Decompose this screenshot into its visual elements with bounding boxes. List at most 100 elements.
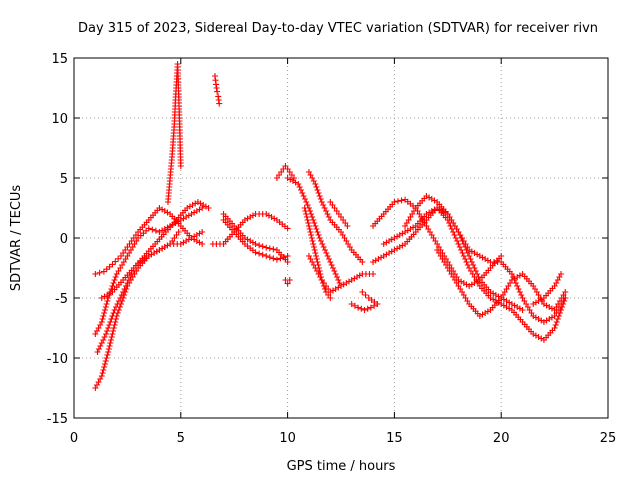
data-point-track-q [362, 292, 369, 298]
data-point-track-v [511, 275, 518, 282]
data-point-track-k [303, 199, 310, 205]
data-point-track-e [97, 343, 104, 349]
data-point-track-l [303, 211, 310, 217]
data-point-track-t [516, 289, 523, 295]
data-point-track-e [148, 251, 155, 258]
data-point-track-t [532, 314, 539, 321]
data-point-track-e [164, 242, 171, 249]
data-point-track-u [388, 236, 395, 243]
data-point-track-j [286, 277, 293, 283]
data-point-track-m [325, 214, 332, 220]
data-point-track-d [192, 200, 199, 207]
data-point-track-c [112, 258, 119, 265]
data-point-track-b [99, 316, 106, 322]
data-point-track-e [161, 244, 168, 250]
data-point-track-b [101, 307, 108, 313]
data-point-track-v [546, 304, 553, 310]
data-point-track-k [304, 202, 311, 208]
data-point-track-w [530, 301, 537, 307]
data-point-track-b [199, 205, 206, 211]
data-point-track-g [273, 256, 280, 263]
data-point-track-b [101, 310, 108, 316]
data-point-track-e [196, 230, 203, 237]
data-point-track-s [503, 298, 510, 304]
data-point-track-p [364, 305, 371, 312]
data-point-track-e [118, 292, 125, 298]
data-point-track-u [460, 253, 467, 259]
data-point-track-t [428, 196, 435, 202]
data-point-track-a [102, 358, 109, 364]
data-point-track-n [343, 280, 350, 286]
data-point-track-s [383, 251, 390, 258]
data-point-track-c [199, 241, 206, 247]
x-tick-labels: 0 5 10 15 20 25 [70, 431, 616, 446]
data-point-track-f [271, 215, 278, 222]
data-point-track-s [464, 250, 471, 256]
data-point-track-s [372, 257, 379, 264]
data-point-track-u [459, 250, 466, 256]
data-point-track-e [113, 304, 120, 310]
data-point-track-a [111, 322, 118, 328]
data-point-track-k [327, 259, 334, 265]
data-point-track-e [199, 229, 206, 235]
data-point-track-l [303, 214, 310, 220]
data-point-track-b [98, 319, 105, 325]
data-point-track-e [107, 319, 114, 325]
data-point-track-t [543, 317, 550, 324]
data-point-track-w [558, 271, 565, 277]
data-point-track-k [315, 232, 322, 238]
data-point-track-b [105, 295, 112, 301]
data-point-track-t [515, 286, 522, 292]
data-point-track-b [109, 283, 116, 289]
data-point-track-s [467, 256, 474, 262]
data-point-track-e [156, 247, 163, 253]
data-point-track-u [396, 232, 403, 238]
data-point-track-m [312, 181, 319, 187]
data-point-track-m [321, 205, 328, 211]
data-point-track-k [317, 238, 324, 244]
data-point-track-w [532, 299, 539, 306]
data-point-track-a [106, 343, 113, 349]
data-point-track-t [482, 256, 489, 262]
data-point-track-e [115, 298, 122, 304]
data-point-track-t [514, 283, 521, 289]
data-point-track-v [514, 274, 521, 280]
data-point-track-t [538, 317, 545, 324]
data-point-track-b [193, 208, 200, 214]
data-point-track-t [548, 314, 555, 321]
data-point-track-t [468, 248, 475, 255]
data-point-track-n [335, 284, 342, 291]
x-tick-label: 15 [386, 431, 403, 446]
data-point-track-a [108, 337, 115, 343]
data-point-track-f [268, 214, 275, 220]
data-point-track-e [122, 283, 129, 289]
data-point-track-b [110, 280, 117, 286]
data-point-track-k [333, 274, 340, 280]
data-point-track-n [354, 274, 361, 280]
data-point-track-e [105, 325, 112, 331]
data-point-track-s [388, 248, 395, 255]
data-point-track-k [309, 214, 316, 220]
y-tick-label: -5 [55, 292, 68, 307]
data-point-track-d [200, 202, 207, 208]
data-point-track-l [308, 232, 315, 238]
data-point-track-r [463, 281, 470, 288]
data-point-track-t [479, 254, 486, 261]
data-point-spike-1 [177, 163, 184, 169]
data-point-track-t [512, 280, 519, 286]
data-point-track-e [103, 331, 110, 337]
data-point-track-g [277, 255, 284, 262]
data-point-track-u [503, 304, 510, 310]
data-point-track-v [482, 310, 489, 316]
data-point-track-a [175, 229, 182, 235]
data-point-track-e [110, 310, 117, 316]
data-point-track-e [94, 349, 101, 355]
data-point-track-h [263, 244, 270, 251]
data-point-track-e [185, 236, 192, 243]
data-point-track-f [249, 212, 256, 219]
data-point-track-e [100, 337, 107, 343]
data-point-track-u [386, 238, 393, 244]
data-point-track-c [161, 208, 168, 214]
data-point-track-v [543, 302, 550, 309]
